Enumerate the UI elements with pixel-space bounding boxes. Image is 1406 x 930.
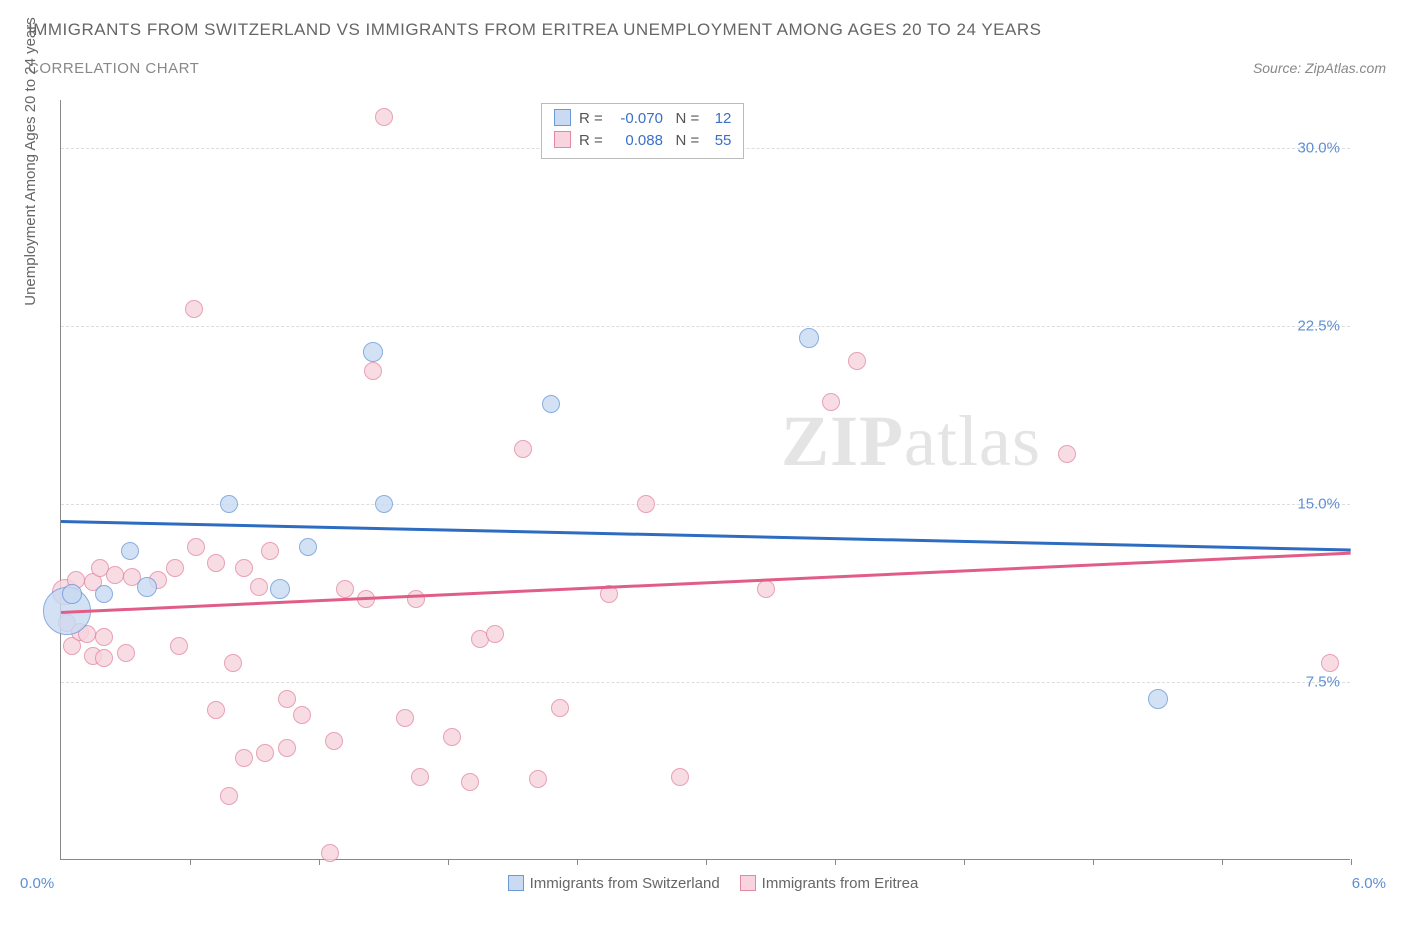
- scatter-point-switzerland: [95, 585, 113, 603]
- scatter-point-eritrea: [757, 580, 775, 598]
- scatter-point-eritrea: [207, 701, 225, 719]
- y-tick-label: 22.5%: [1297, 317, 1340, 334]
- scatter-point-eritrea: [411, 768, 429, 786]
- stats-r-label: R =: [579, 132, 607, 149]
- scatter-point-switzerland: [270, 579, 290, 599]
- scatter-point-eritrea: [207, 554, 225, 572]
- scatter-point-eritrea: [336, 580, 354, 598]
- scatter-point-eritrea: [375, 108, 393, 126]
- gridline: [61, 682, 1350, 683]
- stats-r-value-eritrea: 0.088: [607, 130, 663, 152]
- watermark-bold: ZIP: [781, 401, 904, 481]
- x-tick: [190, 859, 191, 865]
- scatter-point-eritrea: [321, 844, 339, 862]
- scatter-point-switzerland: [363, 342, 383, 362]
- x-tick: [1093, 859, 1094, 865]
- bottom-legend: Immigrants from Switzerland Immigrants fr…: [0, 875, 1406, 892]
- scatter-point-eritrea: [407, 590, 425, 608]
- scatter-point-switzerland: [121, 542, 139, 560]
- scatter-point-eritrea: [486, 625, 504, 643]
- scatter-point-eritrea: [364, 362, 382, 380]
- scatter-point-eritrea: [166, 559, 184, 577]
- stats-n-label: N =: [675, 110, 703, 127]
- scatter-point-eritrea: [461, 773, 479, 791]
- scatter-point-switzerland: [137, 577, 157, 597]
- scatter-point-eritrea: [235, 559, 253, 577]
- scatter-point-eritrea: [325, 732, 343, 750]
- watermark-light: atlas: [904, 401, 1041, 481]
- scatter-point-eritrea: [261, 542, 279, 560]
- legend-label-switzerland: Immigrants from Switzerland: [530, 875, 720, 892]
- scatter-point-eritrea: [293, 706, 311, 724]
- stats-r-label: R =: [579, 110, 607, 127]
- stats-n-value-eritrea: 55: [703, 130, 731, 152]
- scatter-point-eritrea: [443, 728, 461, 746]
- stats-swatch-switzerland: [554, 109, 571, 126]
- scatter-point-eritrea: [250, 578, 268, 596]
- watermark: ZIPatlas: [781, 400, 1041, 483]
- scatter-point-eritrea: [529, 770, 547, 788]
- legend-label-eritrea: Immigrants from Eritrea: [762, 875, 919, 892]
- scatter-point-switzerland: [375, 495, 393, 513]
- plot-area: ZIPatlas R = -0.070 N = 12R = 0.088 N = …: [60, 100, 1350, 860]
- scatter-point-eritrea: [637, 495, 655, 513]
- stats-n-label: N =: [675, 132, 703, 149]
- scatter-point-switzerland: [542, 395, 560, 413]
- scatter-point-eritrea: [278, 739, 296, 757]
- x-tick: [577, 859, 578, 865]
- scatter-point-switzerland: [1148, 689, 1168, 709]
- scatter-point-eritrea: [95, 628, 113, 646]
- stats-n-value-switzerland: 12: [703, 108, 731, 130]
- scatter-point-eritrea: [1058, 445, 1076, 463]
- scatter-point-eritrea: [170, 637, 188, 655]
- x-tick: [835, 859, 836, 865]
- trendline-switzerland: [61, 520, 1351, 551]
- gridline: [61, 326, 1350, 327]
- scatter-point-eritrea: [278, 690, 296, 708]
- chart-subtitle: CORRELATION CHART: [28, 60, 199, 77]
- scatter-point-eritrea: [117, 644, 135, 662]
- scatter-point-switzerland: [299, 538, 317, 556]
- scatter-point-eritrea: [514, 440, 532, 458]
- stats-legend-box: R = -0.070 N = 12R = 0.088 N = 55: [541, 103, 744, 159]
- scatter-point-eritrea: [822, 393, 840, 411]
- scatter-point-switzerland: [62, 584, 82, 604]
- x-tick: [319, 859, 320, 865]
- stats-r-value-switzerland: -0.070: [607, 108, 663, 130]
- y-tick-label: 15.0%: [1297, 495, 1340, 512]
- y-tick-label: 7.5%: [1306, 673, 1340, 690]
- stats-row-eritrea: R = 0.088 N = 55: [554, 130, 731, 152]
- legend-swatch-switzerland: [508, 875, 524, 891]
- chart-title: IMMIGRANTS FROM SWITZERLAND VS IMMIGRANT…: [28, 20, 1041, 40]
- source-attribution: Source: ZipAtlas.com: [1253, 60, 1386, 76]
- y-axis-label: Unemployment Among Ages 20 to 24 years: [22, 17, 39, 306]
- scatter-point-eritrea: [551, 699, 569, 717]
- scatter-point-eritrea: [95, 649, 113, 667]
- scatter-point-eritrea: [106, 566, 124, 584]
- scatter-point-eritrea: [187, 538, 205, 556]
- gridline: [61, 504, 1350, 505]
- scatter-point-switzerland: [799, 328, 819, 348]
- y-tick-label: 30.0%: [1297, 139, 1340, 156]
- scatter-point-eritrea: [220, 787, 238, 805]
- scatter-point-eritrea: [235, 749, 253, 767]
- stats-row-switzerland: R = -0.070 N = 12: [554, 108, 731, 130]
- x-tick: [964, 859, 965, 865]
- x-tick: [1351, 859, 1352, 865]
- legend-swatch-eritrea: [740, 875, 756, 891]
- scatter-point-switzerland: [220, 495, 238, 513]
- scatter-point-eritrea: [396, 709, 414, 727]
- scatter-point-eritrea: [671, 768, 689, 786]
- x-tick: [706, 859, 707, 865]
- scatter-point-eritrea: [185, 300, 203, 318]
- scatter-point-eritrea: [256, 744, 274, 762]
- scatter-point-eritrea: [224, 654, 242, 672]
- stats-swatch-eritrea: [554, 131, 571, 148]
- x-tick: [448, 859, 449, 865]
- scatter-point-eritrea: [848, 352, 866, 370]
- scatter-point-eritrea: [1321, 654, 1339, 672]
- x-tick: [1222, 859, 1223, 865]
